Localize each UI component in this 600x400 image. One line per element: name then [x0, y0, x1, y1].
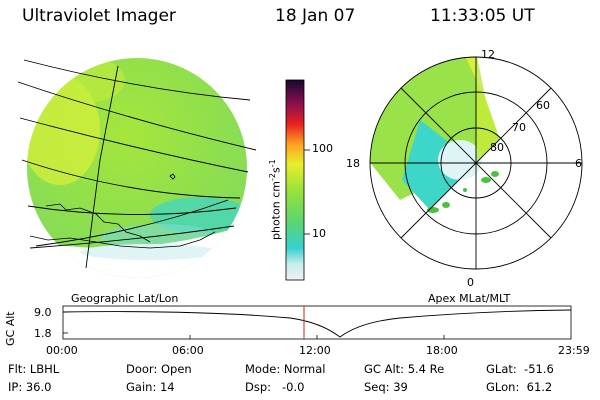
mlt-18-label: 18: [346, 157, 360, 170]
ip-status: IP: 36.0: [8, 380, 52, 394]
time-tick: 12:00: [299, 344, 331, 357]
door-status: Door: Open: [126, 362, 192, 376]
geographic-image: [17, 58, 257, 278]
time-label: 11:33:05 UT: [430, 6, 535, 26]
mlt-0-label: 0: [467, 276, 474, 289]
apex-caption: Apex MLat/MLT: [428, 292, 511, 305]
glon-status: GLon: 61.2: [486, 380, 553, 394]
dsp-status: Dsp: -0.0: [245, 380, 305, 394]
colorbar-units: photon cm-2s-1: [268, 159, 283, 240]
altitude-plot: [62, 305, 572, 340]
glat-status: GLat: -51.6: [486, 362, 554, 376]
mlat-70-label: 70: [512, 121, 526, 134]
time-tick: 06:00: [172, 344, 204, 357]
time-tick: 00:00: [46, 344, 78, 357]
altitude-axis-label: GC Alt: [4, 311, 17, 346]
mlt-12-label: 12: [481, 48, 495, 61]
time-tick: 23:59: [558, 344, 590, 357]
date-label: 18 Jan 07: [275, 6, 356, 26]
time-tick: 18:00: [426, 344, 458, 357]
colorbar-tick-100: 100: [312, 142, 333, 155]
colorbar-tick-10: 10: [312, 227, 326, 240]
altitude-tick-top: 9.0: [34, 306, 52, 319]
mode-status: Mode: Normal: [245, 362, 326, 376]
mlat-80-label: 80: [490, 141, 504, 154]
instrument-title: Ultraviolet Imager: [22, 6, 176, 26]
gc-alt-status: GC Alt: 5.4 Re: [364, 362, 445, 376]
mlt-6-label: 6: [575, 157, 582, 170]
polar-image: [369, 56, 583, 270]
altitude-tick-bottom: 1.8: [34, 327, 52, 340]
mlat-60-label: 60: [536, 99, 550, 112]
geographic-caption: Geographic Lat/Lon: [71, 292, 179, 305]
filter-status: Flt: LBHL: [8, 362, 60, 376]
gain-status: Gain: 14: [126, 380, 175, 394]
colorbar: [285, 79, 310, 281]
sequence-status: Seq: 39: [364, 380, 408, 394]
